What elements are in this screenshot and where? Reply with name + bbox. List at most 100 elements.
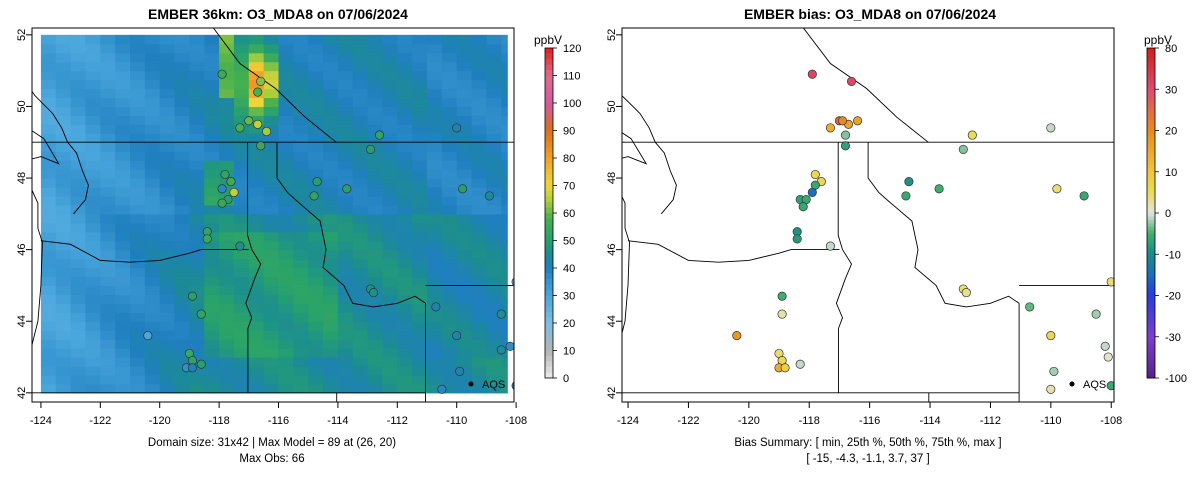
model-grid-cell [189,348,205,358]
colorbar-segment [1147,302,1155,307]
model-grid-cell [248,249,265,260]
y-tick-label: 52 [16,29,28,41]
station-marker [458,184,468,194]
station-marker [217,69,227,79]
model-grid-cell [323,34,339,45]
model-grid-cell [248,285,265,295]
model-grid-cell [486,303,502,313]
model-grid-cell [115,365,131,376]
model-grid-cell [278,357,294,367]
colorbar-segment [545,158,553,164]
colorbar-segment [1147,223,1155,228]
model-grid-cell [501,160,508,170]
model-grid-cell [397,151,413,161]
model-grid-cell [486,213,502,224]
model-grid-cell [486,321,502,331]
model-grid-cell [159,204,176,215]
model-grid-cell [308,204,324,215]
model-grid-cell [382,330,398,340]
colorbar-segment [1147,329,1155,334]
model-grid-cell [204,330,220,340]
model-grid-cell [263,231,280,242]
model-grid-cell [174,79,191,90]
colorbar-tick-label: 20 [1165,126,1177,138]
model-grid-cell [144,186,161,197]
model-grid-cell [337,195,354,206]
model-grid-cell [278,204,294,215]
model-grid-cell [100,115,116,125]
colorbar-tick-label: 110 [563,71,581,83]
colorbar-segment [545,345,553,351]
model-grid-cell [382,88,398,99]
model-grid-cell [204,204,220,215]
model-grid-cell [70,213,87,224]
model-grid-cell [471,231,488,242]
colorbar-tick-label: 10 [1165,167,1177,179]
model-grid-cell [100,133,116,143]
colorbar-segment [545,174,553,181]
model-grid-cell [85,106,101,116]
colorbar-segment [1147,271,1155,276]
x-tick-label: -108 [1100,415,1122,427]
model-grid-cell [337,204,354,215]
model-grid-cell [397,115,413,125]
model-grid-cell [100,124,116,134]
right-map-area [622,28,1114,402]
station-marker [235,123,245,133]
station-marker [253,87,263,97]
model-grid-cell [233,383,250,394]
model-grid-cell [100,330,116,340]
model-grid-cell [427,267,443,278]
model-grid-cell [189,258,205,269]
model-grid-cell [85,267,101,278]
model-grid-cell [40,303,57,313]
model-grid-cell [130,330,146,340]
model-grid-cell [40,204,57,215]
model-grid-cell [85,213,101,224]
model-grid-cell [471,258,488,269]
model-grid-cell [278,374,294,385]
y-tick-label: 44 [606,315,618,327]
model-grid-cell [204,115,220,125]
colorbar-segment [1147,109,1155,114]
model-grid-cell [233,276,250,287]
model-grid-cell [337,294,354,304]
colorbar-segment [1147,312,1155,317]
model-grid-cell [204,79,220,90]
model-grid-cell [397,330,413,340]
model-grid-cell [40,231,57,242]
model-grid-cell [471,204,488,215]
model-grid-cell [441,303,458,313]
model-grid-cell [501,169,508,179]
model-grid-cell [219,124,235,134]
model-grid-cell [352,43,369,54]
model-grid-cell [40,34,57,45]
colorbar-segment [1147,247,1155,252]
model-grid-cell [278,43,294,54]
model-grid-cell [441,52,458,63]
model-grid-cell [308,240,324,251]
model-grid-cell [486,258,502,269]
model-grid-cell [278,142,294,152]
model-grid-cell [323,142,339,152]
model-grid-cell [456,240,473,251]
model-grid-cell [412,321,428,331]
model-grid-cell [100,285,116,295]
colorbar-segment [545,180,553,186]
model-grid-cell [441,61,458,72]
model-grid-cell [70,160,87,170]
x-tick-label: -118 [799,415,820,427]
model-grid-cell [263,339,280,349]
model-grid-cell [70,186,87,197]
model-grid-cell [456,383,473,394]
model-grid-cell [100,276,116,287]
model-grid-cell [367,383,384,394]
model-grid-cell [308,348,324,358]
model-grid-cell [337,285,354,295]
model-grid-cell [144,97,161,108]
model-grid-cell [174,383,191,394]
model-grid-cell [70,276,87,287]
model-grid-cell [144,231,161,242]
model-grid-cell [397,70,413,81]
model-grid-cell [471,133,488,143]
